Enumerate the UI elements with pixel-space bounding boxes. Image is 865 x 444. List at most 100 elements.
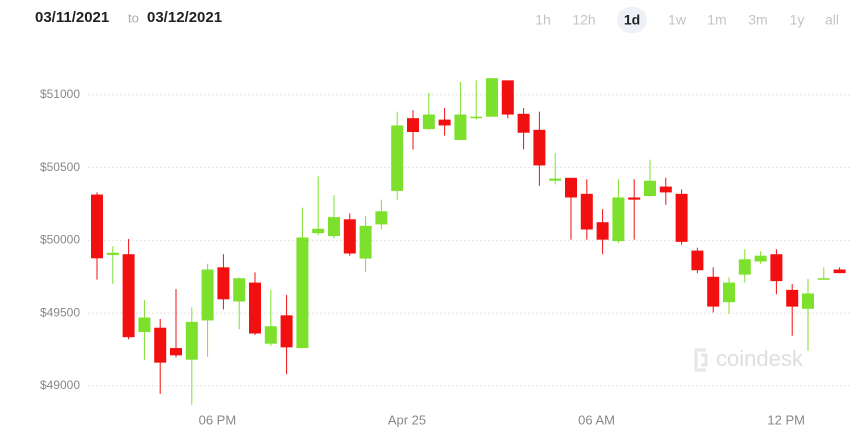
candle xyxy=(154,318,167,394)
range-selected-bg xyxy=(617,7,647,33)
date-to: 03/12/2021 xyxy=(147,9,222,26)
candle xyxy=(422,92,435,130)
candle xyxy=(817,267,830,280)
candle xyxy=(185,307,198,405)
candle-body xyxy=(754,255,767,262)
candle-body xyxy=(802,293,814,309)
y-tick-label: $50000 xyxy=(40,233,80,247)
candle-body xyxy=(201,269,214,321)
candle-body xyxy=(106,252,119,255)
candle xyxy=(249,272,261,335)
candle xyxy=(533,111,546,186)
range-button[interactable]: 1w xyxy=(668,12,687,28)
candle-body xyxy=(659,186,672,193)
candle-body xyxy=(264,326,277,344)
candle-body xyxy=(422,114,435,130)
candle-body xyxy=(817,278,830,280)
candle-body xyxy=(470,116,483,119)
candle-body xyxy=(407,118,419,133)
candle xyxy=(122,238,135,340)
candle-body xyxy=(438,119,451,126)
candle-body xyxy=(517,113,530,133)
candle-body xyxy=(375,211,388,225)
x-tick-label: 06 AM xyxy=(578,412,615,427)
candle xyxy=(707,267,720,313)
candle-body xyxy=(91,194,103,259)
range-button[interactable]: 12h xyxy=(572,12,595,28)
candle xyxy=(312,176,325,236)
candle-body xyxy=(644,180,656,197)
candle-body xyxy=(122,254,135,338)
candle xyxy=(359,216,372,272)
candle-body xyxy=(565,177,577,198)
watermark-text: coindesk xyxy=(716,346,804,371)
candle-body xyxy=(185,321,198,360)
candle-body xyxy=(280,315,293,348)
candle xyxy=(770,249,783,295)
candle xyxy=(802,278,814,351)
candle-body xyxy=(691,250,704,271)
x-tick-label: 12 PM xyxy=(767,412,805,427)
candle xyxy=(754,251,767,264)
candle-body xyxy=(486,78,498,117)
candle xyxy=(296,207,309,349)
candle-body xyxy=(359,225,372,259)
candle-body xyxy=(391,125,404,191)
candle xyxy=(612,179,625,244)
candle-body xyxy=(628,197,641,200)
candle-body xyxy=(138,317,151,333)
x-tick-label: Apr 25 xyxy=(388,412,426,427)
y-tick-label: $51000 xyxy=(40,87,80,101)
candle xyxy=(738,249,751,283)
date-separator: to xyxy=(128,10,139,25)
candle xyxy=(723,277,735,314)
candle xyxy=(91,192,103,280)
candle-body xyxy=(833,269,846,274)
candle-body xyxy=(249,282,261,334)
candle xyxy=(501,80,514,119)
candle xyxy=(375,199,388,230)
candle xyxy=(233,277,246,330)
candle xyxy=(343,213,356,256)
candle-body xyxy=(738,259,751,275)
candle xyxy=(596,209,609,255)
range-button[interactable]: 1d xyxy=(624,12,640,28)
candle xyxy=(328,195,340,239)
candle xyxy=(217,254,230,310)
candle xyxy=(675,189,688,245)
candle xyxy=(407,110,419,150)
candle xyxy=(391,111,404,200)
candle-body xyxy=(612,197,625,242)
candle-body xyxy=(296,237,309,349)
candle xyxy=(565,177,577,240)
range-button[interactable]: 1h xyxy=(535,12,551,28)
candle xyxy=(201,263,214,357)
candle xyxy=(833,267,846,274)
candle-body xyxy=(343,219,356,254)
range-button[interactable]: 1m xyxy=(707,12,726,28)
candle-body xyxy=(707,276,720,307)
candle xyxy=(486,78,498,117)
candle-body xyxy=(770,254,783,282)
candle-body xyxy=(312,228,325,234)
candle xyxy=(264,289,277,346)
candle xyxy=(454,81,467,141)
range-button[interactable]: all xyxy=(825,12,839,28)
y-tick-label: $50500 xyxy=(40,160,80,174)
candle xyxy=(470,80,483,120)
candle-body xyxy=(675,193,688,242)
watermark-icon xyxy=(694,348,708,372)
x-tick-label: 06 PM xyxy=(199,412,237,427)
candle-body xyxy=(154,327,167,363)
candle xyxy=(138,300,151,360)
candle xyxy=(280,294,293,375)
range-button[interactable]: 3m xyxy=(748,12,767,28)
range-button[interactable]: 1y xyxy=(790,12,805,28)
candle-body xyxy=(233,278,246,302)
watermark: coindesk xyxy=(694,346,804,372)
y-tick-label: $49000 xyxy=(40,378,80,392)
candle-body xyxy=(549,178,562,181)
candle-body xyxy=(217,267,230,300)
candle xyxy=(659,177,672,205)
